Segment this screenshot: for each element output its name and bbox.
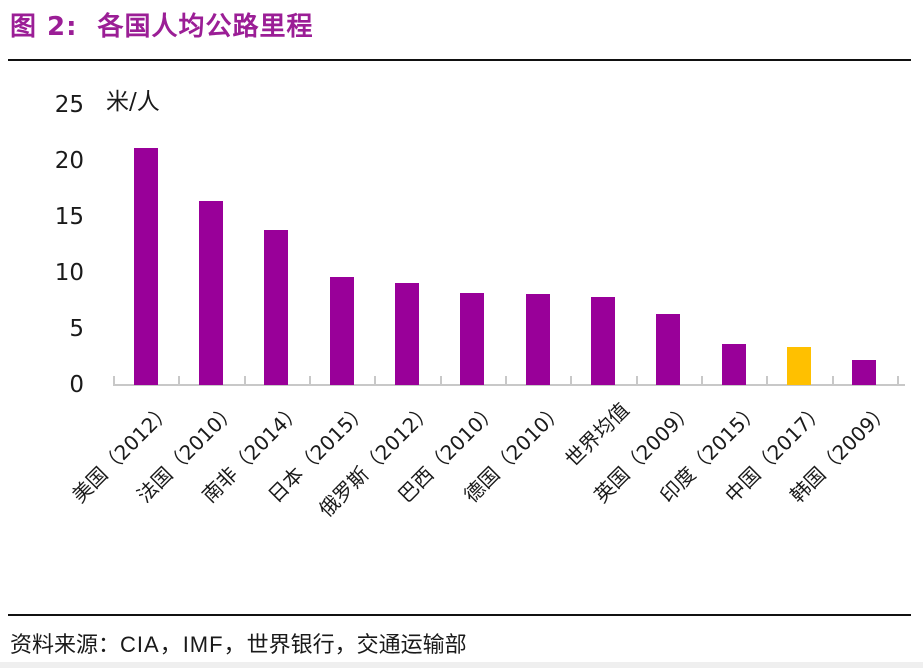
bar-highlighted [786,346,811,385]
x-axis-tick [635,376,638,384]
x-axis-tick [113,376,115,384]
x-axis-tick [439,376,442,384]
y-axis-tick-label: 15 [54,204,84,230]
bar [329,277,354,385]
bar [133,147,158,385]
bar [525,294,550,385]
source-note-prefix: 资料来源： [10,633,121,658]
y-axis-tick-label: 0 [69,372,84,398]
bar [394,283,419,385]
source-note-cn: 世界银行，交通运输部 [246,633,467,658]
footer-divider [8,614,911,616]
header-divider [8,59,911,61]
x-axis-tick [766,376,769,384]
y-axis-tick-label: 10 [54,260,84,286]
y-axis-unit-label: 米/人 [106,89,160,115]
source-note-latin: CIA，IMF， [120,632,247,657]
y-axis-tick-label: 25 [54,92,84,118]
x-axis-tick [243,376,246,384]
x-axis-tick [374,376,377,384]
bar [460,293,485,385]
bar [656,314,681,385]
figure-number: 图 2: [10,12,78,42]
bar [198,201,223,385]
bar [721,343,746,385]
y-axis-tick-label: 20 [54,148,84,174]
page-edge [0,662,923,668]
bar [590,296,615,385]
x-axis-tick [504,376,507,384]
x-axis-line [113,384,905,386]
x-axis-tick [831,376,834,384]
x-axis-tick [570,376,573,384]
bar [852,360,877,385]
x-axis-tick [308,376,311,384]
x-axis-tick [700,376,703,384]
figure-title-text: 各国人均公路里程 [97,12,314,42]
bar [264,230,289,385]
source-note: 资料来源：CIA，IMF，世界银行，交通运输部 [10,627,467,659]
y-axis-tick-label: 5 [69,316,84,342]
figure-title: 图 2: 各国人均公路里程 [10,6,314,43]
x-axis-tick [178,376,181,384]
x-axis-tick [896,376,899,384]
